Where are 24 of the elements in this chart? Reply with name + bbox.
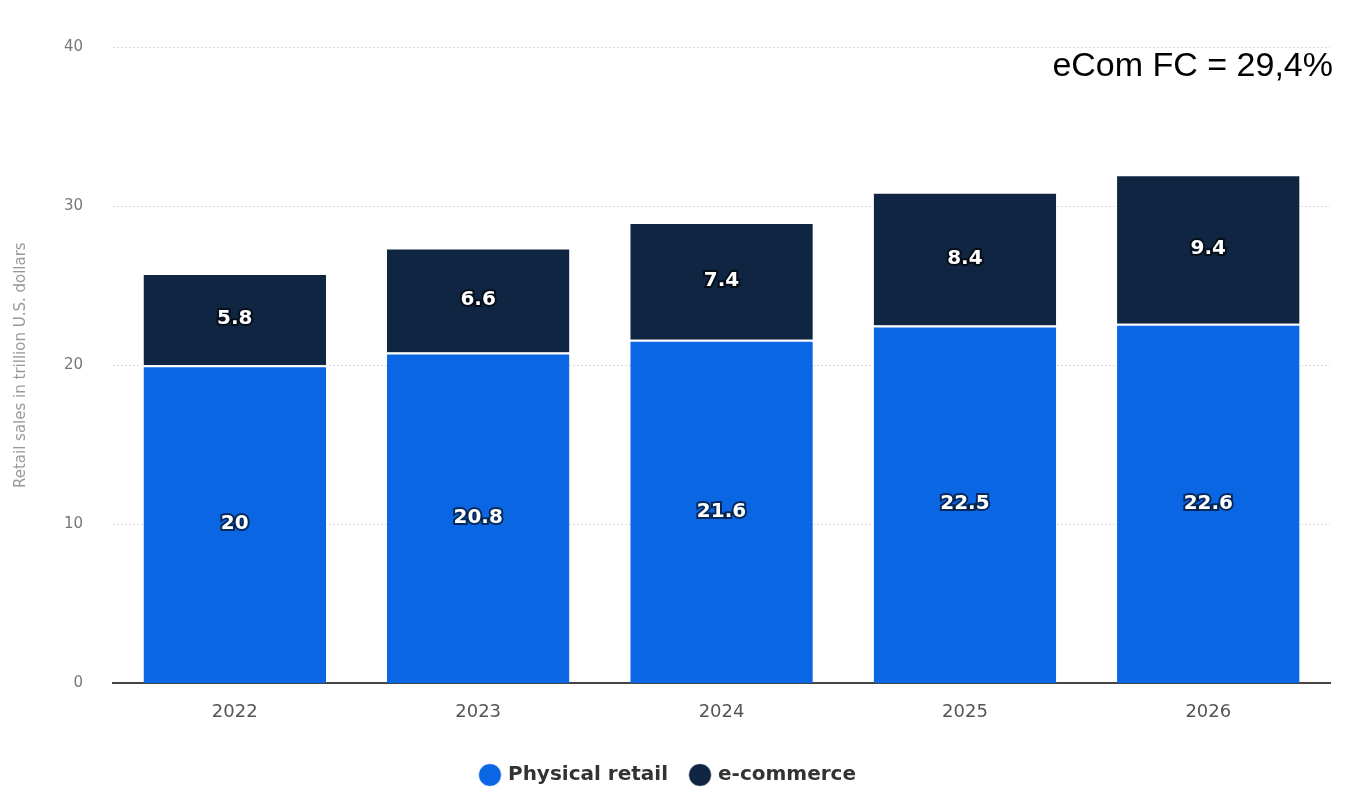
data-label: 22.5 xyxy=(940,490,990,515)
y-tick-label: 10 xyxy=(63,514,84,533)
data-label: 5.8 xyxy=(217,305,253,330)
data-label: 6.6 xyxy=(460,286,496,311)
data-label: 21.6 xyxy=(696,497,747,522)
data-label: 20.8 xyxy=(453,503,503,528)
data-label: 22.6 xyxy=(1183,489,1233,514)
data-label: 9.4 xyxy=(1190,235,1227,260)
data-label: 7.4 xyxy=(703,267,740,292)
x-tick-label: 2025 xyxy=(942,699,988,721)
y-tick-label: 40 xyxy=(63,36,84,55)
annotation: eCom FC = 29,4% xyxy=(1052,45,1333,84)
legend-label: e-commerce xyxy=(718,761,857,786)
y-tick-label: 30 xyxy=(63,195,84,214)
y-axis-title: Retail sales in trillion U.S. dollars xyxy=(10,242,29,489)
y-tick-label: 0 xyxy=(73,673,84,692)
x-tick-label: 2026 xyxy=(1185,699,1232,721)
x-tick-label: 2022 xyxy=(211,699,258,721)
y-tick-label: 20 xyxy=(63,355,84,374)
legend-label: Physical retail xyxy=(507,761,669,786)
data-label: 20 xyxy=(220,510,249,535)
x-tick-label: 2024 xyxy=(698,699,745,721)
data-label: 8.4 xyxy=(947,244,983,269)
x-tick-label: 2023 xyxy=(455,699,502,721)
